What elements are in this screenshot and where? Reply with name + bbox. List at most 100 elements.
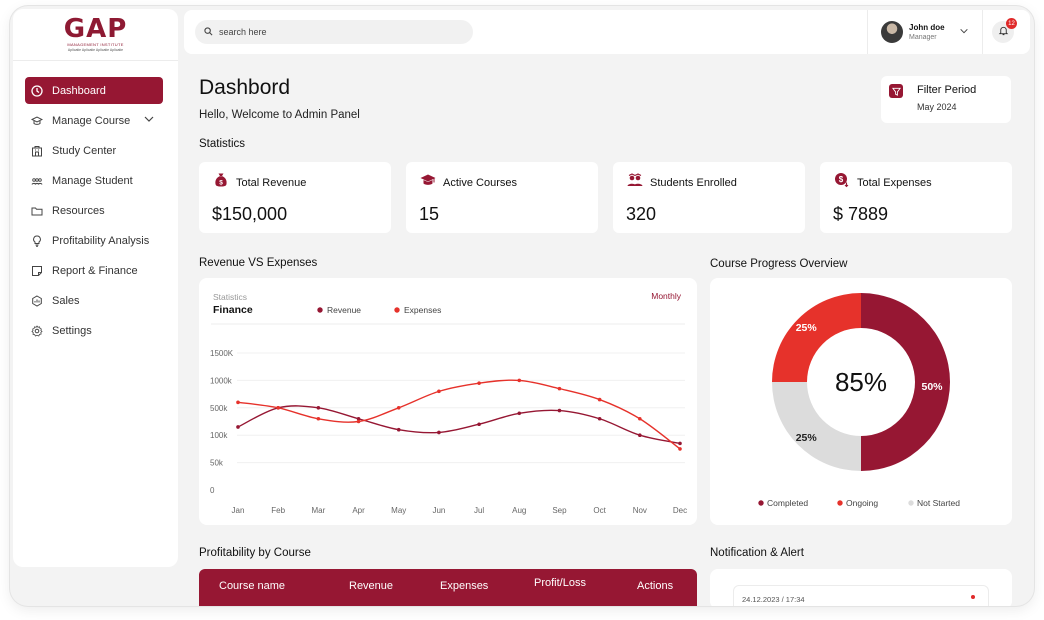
lightbulb-icon	[31, 234, 43, 247]
donut-slice-completed[interactable]	[861, 293, 950, 471]
y-tick-label: 500k	[210, 404, 228, 413]
revenue-chart-card: Statistics Finance Monthly Revenue Expen…	[199, 278, 697, 525]
sidebar-item-settings[interactable]: Settings	[25, 317, 163, 344]
revenue-chart-heading: Revenue VS Expenses	[199, 257, 318, 269]
donut-slice-ongoing[interactable]	[772, 293, 861, 382]
data-point-revenue[interactable]	[678, 441, 682, 446]
y-tick-label: 1000k	[210, 376, 233, 385]
sidebar-item-label: Sales	[52, 294, 80, 307]
graduation-cap-icon	[31, 115, 43, 127]
filter-period-button[interactable]: Filter Period May 2024	[881, 76, 1011, 123]
legend-not-started-dot	[908, 500, 914, 506]
sidebar-item-profitability-analysis[interactable]: Profitability Analysis	[25, 227, 163, 254]
legend-completed-label: Completed	[767, 498, 808, 508]
stat-label: Total Revenue	[236, 177, 307, 189]
sidebar-item-sales[interactable]: Sales	[25, 287, 163, 314]
sidebar: GAP MANAGEMENT INSTITUTE Aplicatie Aplic…	[13, 9, 178, 567]
logo-subtitle: MANAGEMENT INSTITUTE	[67, 42, 124, 47]
page-title: Dashbord	[199, 76, 291, 99]
data-point-revenue[interactable]	[638, 433, 642, 437]
data-point-expenses[interactable]	[356, 419, 361, 424]
sidebar-item-manage-course[interactable]: Manage Course	[25, 107, 163, 134]
data-point-expenses[interactable]	[678, 447, 682, 451]
sidebar-item-label: Manage Student	[52, 174, 133, 187]
graduation-cap-icon	[420, 174, 436, 185]
stat-label: Total Expenses	[857, 177, 932, 189]
search-box[interactable]	[195, 20, 473, 44]
donut-slice-label: 25%	[796, 322, 818, 334]
data-point-revenue[interactable]	[557, 408, 562, 413]
stat-card-total-revenue: $ Total Revenue $150,000	[199, 162, 391, 233]
chevron-down-icon[interactable]	[143, 113, 155, 128]
chevron-down-icon[interactable]	[959, 23, 969, 41]
stat-label: Students Enrolled	[650, 177, 737, 189]
x-tick-label: May	[391, 506, 406, 515]
data-point-revenue[interactable]	[236, 425, 240, 429]
course-progress-card: 50% 25% 25% 85% Completed Ongoing Not Star…	[710, 278, 1012, 525]
stat-value: $150,000	[212, 204, 288, 224]
chart-period-toggle[interactable]: Monthly	[651, 291, 682, 301]
column-header-expenses[interactable]: Expenses	[440, 580, 489, 592]
x-tick-label: Jun	[432, 506, 445, 515]
top-bar: John doe Manager 12	[184, 10, 1030, 54]
data-point-revenue[interactable]	[597, 416, 602, 421]
logo-text: GAP	[63, 14, 128, 44]
data-point-expenses[interactable]	[437, 389, 441, 394]
folder-icon	[31, 205, 43, 217]
search-input[interactable]	[219, 27, 449, 37]
data-point-expenses[interactable]	[236, 400, 240, 405]
sidebar-item-study-center[interactable]: Study Center	[25, 137, 163, 164]
data-point-revenue[interactable]	[316, 406, 321, 410]
column-header-actions[interactable]: Actions	[637, 580, 674, 592]
x-tick-label: Aug	[512, 506, 526, 515]
logo[interactable]: GAP MANAGEMENT INSTITUTE Aplicatie Aplic…	[13, 9, 178, 61]
user-menu[interactable]: John doe Manager	[867, 10, 983, 54]
sidebar-item-manage-student[interactable]: Manage Student	[25, 167, 163, 194]
clock-icon	[31, 84, 43, 97]
app-window: GAP MANAGEMENT INSTITUTE Aplicatie Aplic…	[10, 6, 1034, 606]
data-point-expenses[interactable]	[477, 381, 481, 385]
notification-timestamp: 24.12.2023 / 17:34	[742, 595, 805, 604]
column-header-profit-loss[interactable]: Profit/Loss	[534, 577, 586, 589]
stat-value: 15	[419, 204, 440, 224]
data-point-expenses[interactable]	[276, 406, 280, 410]
sales-icon	[31, 294, 43, 307]
gear-icon	[31, 324, 43, 337]
sidebar-item-label: Resources	[52, 204, 105, 217]
legend-not-started-label: Not Started	[917, 498, 960, 508]
donut-slice-not-started[interactable]	[772, 382, 861, 471]
notification-button[interactable]: 12	[992, 18, 1017, 43]
data-point-expenses[interactable]	[557, 386, 562, 391]
sidebar-item-report-finance[interactable]: Report & Finance	[25, 257, 163, 284]
y-tick-label: 0	[210, 486, 215, 495]
sidebar-item-resources[interactable]: Resources	[25, 197, 163, 224]
x-tick-label: Sep	[552, 506, 567, 515]
unread-dot	[971, 595, 975, 599]
avatar[interactable]	[881, 21, 903, 43]
user-role: Manager	[909, 34, 937, 41]
donut-slice-label: 25%	[796, 432, 818, 444]
data-point-expenses[interactable]	[396, 406, 401, 410]
data-point-revenue[interactable]	[437, 430, 441, 435]
column-header-course-name[interactable]: Course name	[219, 580, 286, 592]
expense-coin-icon: $	[835, 173, 849, 188]
stat-value: 320	[626, 204, 657, 224]
data-point-expenses[interactable]	[517, 378, 522, 383]
data-point-expenses[interactable]	[597, 397, 602, 402]
data-point-revenue[interactable]	[517, 411, 522, 416]
data-point-expenses[interactable]	[638, 416, 642, 421]
data-point-revenue[interactable]	[356, 416, 361, 421]
notification-item[interactable]: 24.12.2023 / 17:34	[733, 585, 989, 606]
svg-text:$: $	[839, 175, 844, 184]
notification-card: 24.12.2023 / 17:34	[710, 569, 1012, 606]
data-point-revenue[interactable]	[477, 422, 481, 427]
search-icon	[204, 26, 219, 38]
column-header-revenue[interactable]: Revenue	[349, 580, 394, 592]
data-point-revenue[interactable]	[396, 427, 401, 432]
sidebar-item-dashboard[interactable]: Dashboard	[25, 77, 163, 104]
x-tick-label: Nov	[633, 506, 647, 515]
chart-small-label: Statistics	[213, 292, 247, 302]
data-point-expenses[interactable]	[316, 416, 321, 421]
x-tick-label: Dec	[673, 506, 687, 515]
x-tick-label: Jan	[232, 506, 245, 515]
